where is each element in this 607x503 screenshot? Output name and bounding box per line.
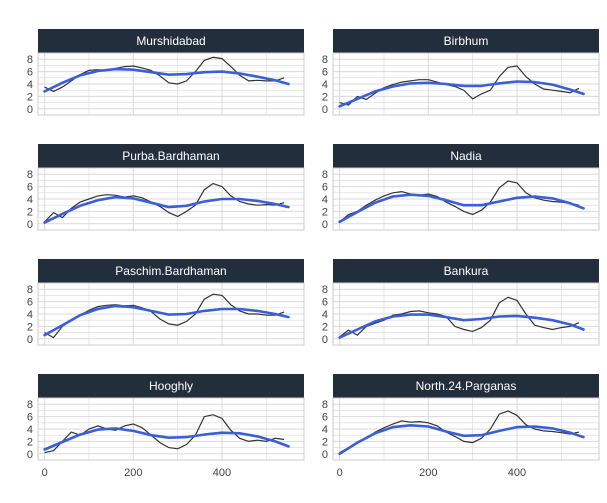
y-tick-label: 2 [322,436,328,448]
y-tick-label: 0 [27,449,33,461]
raw-series-line [339,180,580,223]
y-tick-label: 4 [27,424,33,436]
y-tick-label: 0 [322,334,328,346]
smooth-trend-line [43,427,290,451]
y-tick-label: 6 [27,67,33,79]
y-tick-label: 0 [322,104,328,116]
y-tick-label: 0 [27,219,33,231]
panel-strip [38,29,304,53]
x-tick-label: 200 [124,467,142,479]
x-tick-label: 400 [213,467,231,479]
y-tick-label: 6 [27,412,33,424]
panel-title: Paschim.Bardhaman [115,264,226,278]
panel-strip [333,29,599,53]
y-tick-label: 4 [322,79,328,91]
panel-title: Nadia [450,149,482,163]
x-tick-label: 200 [419,467,437,479]
smooth-trend-line [338,423,585,456]
panel-strip [333,144,599,168]
panel-border [37,397,305,461]
y-tick-label: 2 [322,321,328,333]
raw-series-line [44,182,285,223]
y-tick-label: 8 [27,54,33,66]
smooth-trend-line [338,313,585,339]
y-tick-label: 0 [27,104,33,116]
y-tick-label: 2 [27,436,33,448]
y-tick-label: 8 [27,169,33,181]
panel-strip [333,259,599,283]
panel-title: Hooghly [149,379,193,393]
smooth-trend-line [43,67,290,93]
y-tick-label: 8 [27,284,33,296]
y-tick-label: 8 [27,399,33,411]
panel-strip [38,259,304,283]
x-tick-label: 400 [508,467,526,479]
smooth-trend-line [43,195,290,224]
y-tick-label: 4 [322,424,328,436]
y-tick-label: 2 [322,91,328,103]
y-tick-label: 0 [322,449,328,461]
y-tick-label: 4 [322,194,328,206]
y-tick-label: 0 [27,334,33,346]
y-tick-label: 0 [322,219,328,231]
panel-border [37,52,305,116]
y-tick-label: 4 [27,194,33,206]
y-tick-label: 2 [27,321,33,333]
panel-title: North.24.Parganas [416,379,517,393]
y-tick-label: 8 [322,54,328,66]
panel-title: Purba.Bardhaman [122,149,219,163]
y-tick-label: 8 [322,399,328,411]
y-tick-label: 2 [322,206,328,218]
y-tick-label: 6 [322,182,328,194]
panel-border [332,397,600,461]
panel-title: Bankura [444,264,489,278]
panel-strip [38,144,304,168]
panel-border [332,52,600,116]
panel-title: Murshidabad [136,34,205,48]
y-tick-label: 4 [322,309,328,321]
y-tick-label: 2 [27,206,33,218]
y-tick-label: 4 [27,79,33,91]
raw-series-line [339,410,580,454]
y-tick-label: 6 [27,297,33,309]
panel-border [332,167,600,231]
x-tick-label: 0 [337,467,343,479]
smooth-trend-line [43,304,290,337]
y-tick-label: 6 [27,182,33,194]
panel-strip [333,374,599,398]
panel-border [332,282,600,346]
panel-title: Birbhum [444,34,489,48]
x-tick-label: 0 [42,467,48,479]
y-tick-label: 6 [322,412,328,424]
y-tick-label: 8 [322,284,328,296]
smooth-trend-line [338,80,585,108]
smooth-trend-line [338,193,585,224]
y-tick-label: 4 [27,309,33,321]
y-tick-label: 6 [322,297,328,309]
raw-series-line [44,56,285,93]
y-tick-label: 8 [322,169,328,181]
panel-border [37,167,305,231]
y-tick-label: 6 [322,67,328,79]
panel-border [37,282,305,346]
raw-series-line [339,296,580,338]
panel-strip [38,374,304,398]
y-tick-label: 2 [27,91,33,103]
